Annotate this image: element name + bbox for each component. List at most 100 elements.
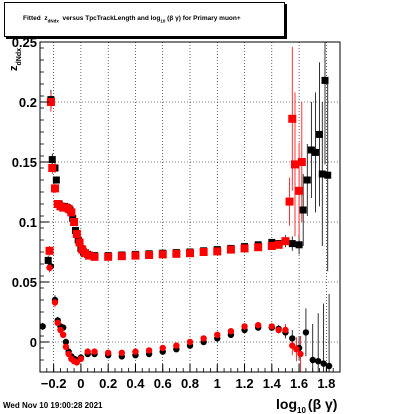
red-marker [158,250,167,259]
red-marker [45,246,54,255]
datestamp: Wed Nov 10 19:00:28 2021 [3,401,103,410]
y-label-sub: dNdx [16,48,23,66]
red-marker [81,249,89,258]
black-marker [307,146,315,154]
black-marker [302,329,310,336]
red-marker [297,158,306,166]
title-log-sub: 10 [160,18,166,24]
chart-title: Fitted zdNdx versus TpcTrackLength and l… [23,15,241,23]
x-tick-label: 0.2 [99,376,117,391]
red-marker [145,251,154,259]
title-box: Fitted zdNdx versus TpcTrackLength and l… [4,2,285,37]
y-tick-label: 0.15 [12,155,37,170]
red-marker [59,331,67,338]
x-tick-label: 1 [214,376,221,391]
red-marker [77,355,85,362]
black-marker [321,76,329,84]
red-marker [241,323,248,330]
red-marker [54,319,61,326]
black-marker [44,256,52,264]
tick-layer [39,41,334,373]
red-marker [91,348,98,355]
red-marker [46,264,53,271]
red-marker [214,331,221,338]
title-prefix: Fitted [23,15,41,22]
red-marker [200,335,207,342]
black-marker [289,335,296,342]
marker-layer [39,76,333,370]
black-marker [309,356,316,364]
x-tick-label: 0.4 [126,376,145,391]
x-tick-label: 1.4 [263,376,282,391]
black-marker [48,156,56,164]
red-marker [291,160,299,169]
red-marker [268,323,276,330]
red-marker [282,326,289,334]
x-axis-label: log10 (β γ) [276,396,337,414]
red-marker [173,342,180,349]
y-tick-label: 0.05 [12,275,37,290]
red-marker [254,322,262,329]
red-marker [46,98,55,106]
red-marker [159,344,166,352]
red-marker [172,249,181,258]
red-marker [254,243,263,252]
red-marker [297,350,304,358]
black-marker [62,338,70,346]
red-marker [295,186,304,195]
red-marker [104,252,113,261]
red-marker [199,248,208,256]
x-tick-label: 0.8 [181,376,199,391]
black-marker [325,362,333,370]
black-marker [316,130,324,138]
red-marker [131,251,140,260]
tick-label-layer: −0.2 0 0.2 0.4 0.6 0.8 1 1.2 1.4 1.6 1.8 0 0.05 0.1 0.… [12,35,336,391]
x-tick-label: 1.8 [317,376,335,391]
red-marker [51,184,59,193]
red-marker [132,348,139,355]
red-marker [62,343,70,350]
black-marker [324,171,332,179]
red-marker [75,238,84,247]
y-tick-label: 0 [30,335,37,350]
error-bar-layer [42,42,330,372]
red-marker [145,347,153,354]
red-marker [104,349,112,356]
red-marker [293,346,300,353]
black-marker [52,176,60,184]
black-marker [299,206,307,214]
x-tick-label: 0 [77,376,84,391]
red-marker [240,244,249,253]
red-marker [267,242,276,250]
x-label-sub: 10 [297,406,306,414]
x-tick-label: 0.6 [154,376,172,391]
title-z: z [44,15,48,22]
black-marker [303,176,311,184]
y-axis-label: zdNdx [8,48,23,71]
red-marker [117,252,126,261]
y-tick-label: 0.25 [12,35,37,50]
red-marker [226,245,235,254]
red-marker [65,350,72,358]
black-marker [314,358,322,365]
red-marker [186,338,194,346]
black-marker [39,323,46,330]
red-marker [84,348,91,355]
red-marker [118,349,126,356]
red-marker [186,249,194,258]
black-marker [311,148,319,156]
red-marker [285,197,294,206]
red-marker [288,114,297,123]
y-tick-label: 0.2 [19,95,37,110]
black-marker [320,360,327,367]
y-tick-label: 0.1 [19,215,37,230]
red-marker [51,299,59,306]
svg-text:zdNdx: zdNdx [8,48,23,71]
x-label-main: log [276,396,297,412]
red-marker [213,247,222,256]
y-label-main: z [8,65,20,71]
red-marker [274,240,283,249]
red-marker [70,218,79,226]
red-marker [48,164,57,172]
